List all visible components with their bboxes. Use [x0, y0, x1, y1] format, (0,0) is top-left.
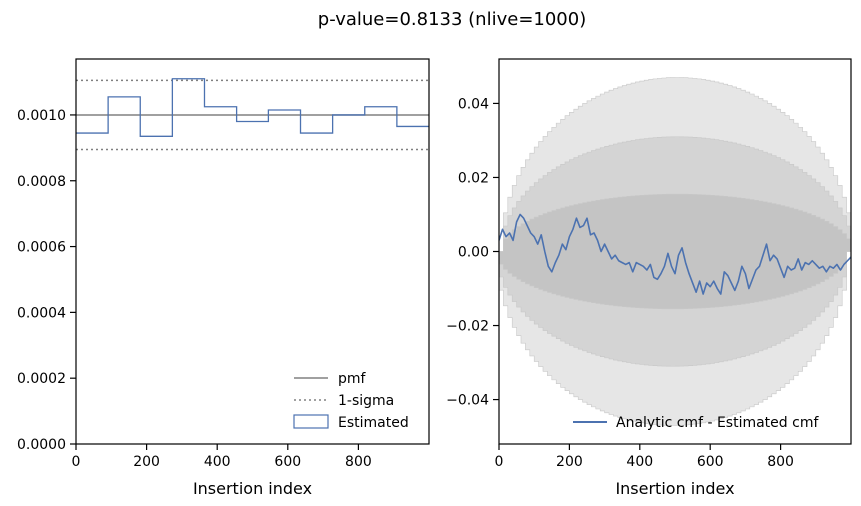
legend-cmf-label: Analytic cmf - Estimated cmf — [616, 415, 819, 431]
legend-estimated-label: Estimated — [338, 415, 409, 431]
cmf-y-ticks: −0.04 −0.02 0.00 0.02 0.04 — [446, 96, 499, 409]
y-tick-label: 0.00 — [458, 245, 489, 261]
y-tick-label: 0.02 — [458, 170, 489, 186]
y-tick-label: 0.0010 — [17, 108, 66, 124]
figure-title: p-value=0.8133 (nlive=1000) — [318, 9, 586, 30]
y-tick-label: 0.0008 — [17, 174, 66, 190]
x-tick-label: 200 — [556, 454, 583, 470]
x-tick-label: 800 — [767, 454, 794, 470]
y-tick-label: 0.0004 — [17, 305, 66, 321]
cmf-x-axis-label: Insertion index — [615, 479, 734, 498]
histogram-panel: 0 200 400 600 800 0.00000.00020.00040.00060.… — [17, 58, 430, 498]
sigma-bands — [499, 77, 851, 426]
y-tick-label: 0.0006 — [17, 240, 66, 256]
x-tick-label: 200 — [133, 454, 160, 470]
legend-estimated-swatch — [293, 414, 329, 429]
sigma-lines — [76, 79, 429, 151]
x-tick-label: 800 — [345, 454, 372, 470]
histogram-frame — [75, 58, 430, 445]
y-tick-label: 0.0000 — [17, 437, 66, 453]
histogram-y-ticks: 0.0000 0.0002 0.0004 0.0006 0.0008 0.0010 — [17, 108, 76, 453]
cmf-x-ticks: 0 200 400 600 800 — [495, 444, 794, 470]
histogram-x-ticks: 0 200 400 600 800 — [72, 444, 372, 470]
y-tick-label: 0.0002 — [17, 371, 66, 387]
estimated-histogram-step — [76, 78, 429, 137]
y-tick-label: 0.04 — [458, 96, 489, 112]
x-tick-label: 400 — [204, 454, 231, 470]
estimated-histogram — [76, 78, 429, 137]
x-tick-label: 0 — [72, 454, 81, 470]
x-tick-label: 600 — [697, 454, 724, 470]
x-tick-label: 0 — [495, 454, 504, 470]
legend-sigma-label: 1-sigma — [338, 393, 394, 409]
x-tick-label: 400 — [626, 454, 653, 470]
x-tick-label: 600 — [274, 454, 301, 470]
legend-pmf-label: pmf — [338, 371, 367, 387]
cmf-difference-line — [499, 213, 851, 295]
histogram-x-axis-label: Insertion index — [193, 479, 312, 498]
histogram-legend: pmf 1-sigma Estimated — [293, 371, 409, 431]
cmf-legend: Analytic cmf - Estimated cmf — [573, 415, 819, 431]
y-tick-label: −0.02 — [446, 319, 489, 335]
cmf-difference-panel: 0 200 400 600 800 −0.04 −0.02 0.00 0.02 0.04 Ins… — [446, 58, 852, 498]
sigma-band-1 — [499, 193, 851, 310]
y-tick-label: −0.04 — [446, 393, 489, 409]
cmf-difference-line-group — [499, 213, 851, 295]
